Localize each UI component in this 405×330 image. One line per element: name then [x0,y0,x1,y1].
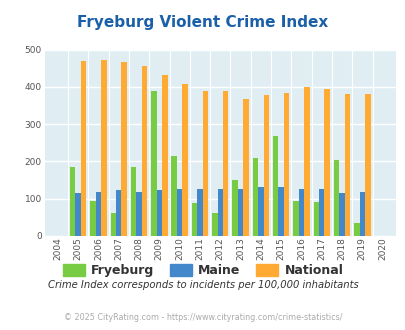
Bar [359,192,364,236]
Bar [272,136,278,236]
Bar [101,60,107,236]
Bar [222,91,228,236]
Bar [121,62,127,236]
Bar [136,192,141,236]
Bar [232,180,237,236]
Bar [202,91,208,236]
Bar [303,87,309,236]
Bar [252,158,258,236]
Bar [278,187,283,236]
Bar [81,61,86,236]
Bar [130,167,136,236]
Bar [258,187,263,236]
Bar [339,193,344,236]
Bar [177,189,182,236]
Bar [217,189,222,236]
Bar [151,91,156,236]
Bar [182,84,188,236]
Legend: Fryeburg, Maine, National: Fryeburg, Maine, National [58,259,347,282]
Bar [333,159,339,236]
Bar [324,89,329,236]
Text: Fryeburg Violent Crime Index: Fryeburg Violent Crime Index [77,15,328,30]
Bar [353,223,359,236]
Bar [211,213,217,236]
Bar [292,201,298,236]
Bar [237,188,243,236]
Text: © 2025 CityRating.com - https://www.cityrating.com/crime-statistics/: © 2025 CityRating.com - https://www.city… [64,313,341,322]
Bar [90,201,96,236]
Bar [283,93,289,236]
Text: Crime Index corresponds to incidents per 100,000 inhabitants: Crime Index corresponds to incidents per… [47,280,358,290]
Bar [298,189,303,236]
Bar [263,95,269,236]
Bar [313,202,318,236]
Bar [364,94,370,236]
Bar [318,189,324,236]
Bar [96,192,101,236]
Bar [75,193,81,236]
Bar [171,156,177,236]
Bar [344,94,350,236]
Bar [141,66,147,236]
Bar [156,190,162,236]
Bar [70,167,75,236]
Bar [191,203,197,236]
Bar [116,190,121,236]
Bar [243,99,248,236]
Bar [197,189,202,236]
Bar [162,75,167,236]
Bar [110,213,116,236]
